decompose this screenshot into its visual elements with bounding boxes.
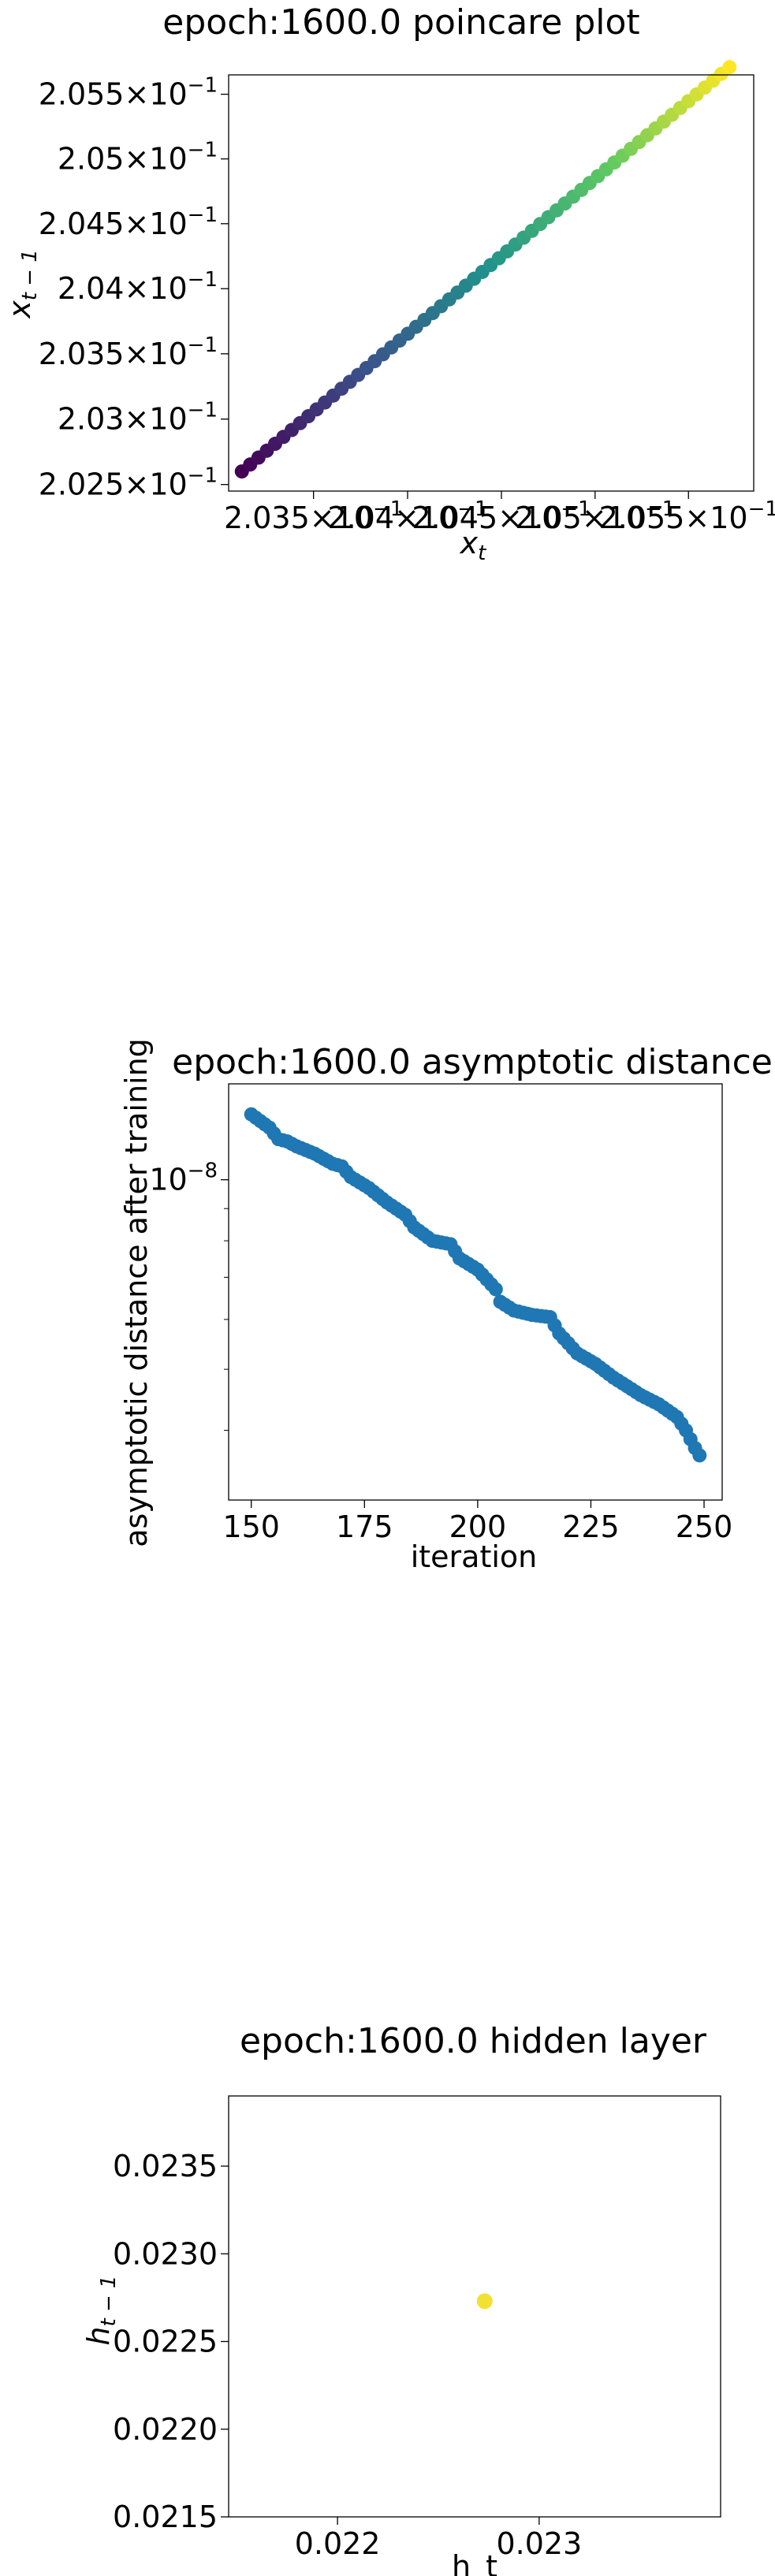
hidden-layer-y-tick-label: 0.0220 xyxy=(113,2412,218,2447)
asymptotic-y-label: asymptotic distance after training xyxy=(119,1038,154,1547)
hidden-layer-plot-frame xyxy=(228,2095,721,2518)
asymptotic-plot-frame xyxy=(228,1083,723,1501)
poincare-x-tick-label: 2.05×10−1 xyxy=(515,497,675,535)
poincare-x-tick-label: 2.045×10−1 xyxy=(412,497,591,535)
poincare-y-tick-label: 2.045×10−1 xyxy=(39,203,218,241)
hidden-layer-y-ticks: 0.0215 0.0220 0.0225 0.0230 0.0235 xyxy=(113,2149,229,2534)
hidden-layer-x-tick-label: 0.022 xyxy=(295,2526,381,2561)
poincare-y-tick-label: 2.04×10−1 xyxy=(58,268,218,306)
poincare-y-tick-label: 2.035×10−1 xyxy=(39,333,218,371)
asymptotic-points xyxy=(244,1107,707,1463)
poincare-title: epoch:1600.0 poincare plot xyxy=(162,2,639,43)
poincare-y-label: xt − 1 xyxy=(2,249,42,319)
poincare-y-tick-label: 2.05×10−1 xyxy=(58,139,218,177)
asymptotic-x-ticks: 150 175 200 225 250 xyxy=(222,1500,732,1544)
poincare-y-tick-label: 2.025×10−1 xyxy=(39,464,218,502)
hidden-layer-point xyxy=(476,2293,493,2310)
poincare-y-tick-label: 2.03×10−1 xyxy=(58,399,218,437)
poincare-chart: epoch:1600.0 poincare plot 2.025×10−12.0… xyxy=(2,2,775,565)
asymptotic-x-tick-label: 250 xyxy=(676,1509,733,1544)
hidden-layer-y-tick-label: 0.0235 xyxy=(113,2149,218,2183)
poincare-points xyxy=(234,60,737,479)
poincare-y-tick-label: 2.055×10−1 xyxy=(39,74,218,112)
hidden-layer-x-label: h_t xyxy=(452,2549,497,2576)
hidden-layer-y-label: ht − 1 xyxy=(81,2275,121,2345)
asymptotic-point xyxy=(692,1448,707,1463)
asymptotic-title: epoch:1600.0 asymptotic distance xyxy=(172,1042,773,1082)
asymptotic-x-tick-label: 150 xyxy=(222,1509,280,1544)
asymptotic-distance-chart: epoch:1600.0 asymptotic distance 10−8 15… xyxy=(119,1038,773,1574)
hidden-layer-chart: epoch:1600.0 hidden layer 0.02150.02200.… xyxy=(81,2021,721,2576)
poincare-plot-frame xyxy=(228,74,755,492)
poincare-point xyxy=(722,60,737,75)
hidden-layer-y-tick-label: 0.0230 xyxy=(113,2236,218,2271)
poincare-x-tick-label: 2.055×10−1 xyxy=(599,497,775,535)
asymptotic-x-tick-label: 200 xyxy=(449,1509,507,1544)
asymptotic-point xyxy=(488,1282,503,1297)
hidden-layer-x-tick-label: 0.023 xyxy=(496,2526,582,2561)
poincare-y-ticks: 2.025×10−1 2.03×10−1 2.035×10−1 2.04×10−1 2.… xyxy=(39,74,229,502)
asymptotic-y-tick-label: 10−8 xyxy=(149,1160,218,1197)
poincare-x-tick-label: 2.04×10−1 xyxy=(327,497,487,535)
hidden-layer-points xyxy=(476,2293,493,2310)
hidden-layer-title: epoch:1600.0 hidden layer xyxy=(240,2021,707,2061)
poincare-x-tick-label: 2.035×10−1 xyxy=(224,497,403,535)
asymptotic-x-tick-label: 175 xyxy=(336,1509,393,1544)
hidden-layer-y-tick-label: 0.0225 xyxy=(113,2325,218,2359)
asymptotic-x-label: iteration xyxy=(411,1539,538,1574)
asymptotic-x-tick-label: 225 xyxy=(562,1509,620,1544)
hidden-layer-y-tick-label: 0.0215 xyxy=(113,2500,218,2534)
hidden-layer-x-ticks: 0.022 0.023 xyxy=(295,2517,582,2561)
poincare-x-ticks: 2.035×10−12.04×10−12.045×10−12.05×10−12.… xyxy=(224,491,775,535)
asymptotic-y-ticks: 10−8 xyxy=(149,1160,229,1431)
